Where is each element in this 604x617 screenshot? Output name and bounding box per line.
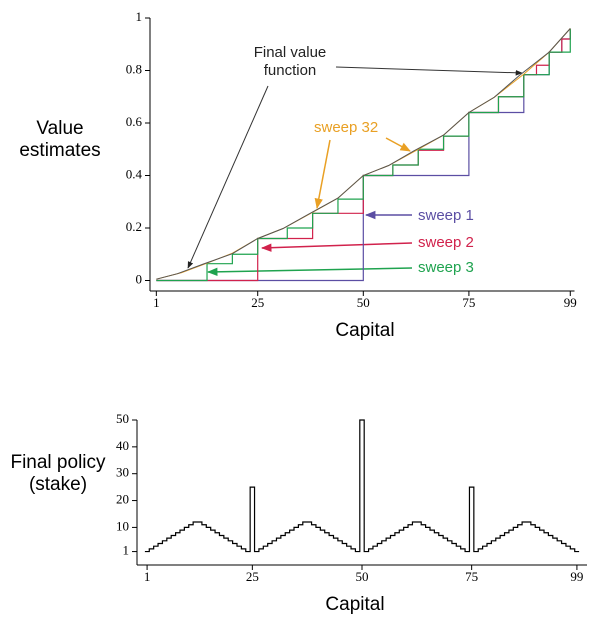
arrow	[206, 267, 413, 277]
arrow	[260, 242, 413, 252]
x-axis-label: Capital	[325, 594, 385, 615]
arrow	[314, 139, 331, 210]
annotation: sweep 1	[418, 207, 474, 224]
y-tick-label: 0	[136, 271, 143, 286]
x-tick-label: 75	[462, 295, 475, 310]
x-axis-label: Capital	[335, 320, 395, 341]
y-axis-label: Value estimates	[19, 118, 101, 161]
annotation: sweep 3	[418, 259, 474, 276]
x-tick-label: 50	[357, 295, 370, 310]
arrow	[187, 85, 269, 269]
annotation: sweep 2	[418, 234, 474, 251]
policy-line	[144, 419, 580, 553]
y-tick-label: 10	[116, 518, 129, 533]
y-tick-label: 0.2	[126, 219, 142, 234]
x-tick-label: 50	[356, 569, 369, 584]
x-tick-label: 99	[564, 295, 577, 310]
annotation-arrows	[187, 66, 523, 277]
x-tick-label: 1	[153, 295, 160, 310]
annotation: Final value function	[253, 44, 327, 79]
y-tick-label: 0.6	[126, 114, 143, 129]
annotation: sweep 32	[314, 119, 379, 136]
y-tick-label: 1	[136, 9, 143, 24]
y-tick-label: 1	[123, 543, 130, 558]
y-tick-label: 40	[116, 438, 129, 453]
x-tick-label: 75	[465, 569, 478, 584]
arrow	[335, 66, 523, 76]
series-line	[156, 31, 571, 282]
x-tick-label: 99	[570, 569, 583, 584]
y-tick-label: 20	[116, 492, 129, 507]
x-tick-label: 25	[251, 295, 264, 310]
y-axis-label: Final policy (stake)	[10, 452, 106, 495]
y-tick-label: 30	[116, 465, 129, 480]
series-line	[156, 28, 571, 280]
y-tick-label: 0.4	[126, 166, 143, 181]
series-line	[156, 28, 571, 282]
y-tick-label: 0.8	[126, 61, 142, 76]
x-tick-label: 25	[246, 569, 259, 584]
x-tick-label: 1	[144, 569, 151, 584]
y-tick-label: 50	[116, 411, 129, 426]
arrow	[385, 137, 411, 152]
